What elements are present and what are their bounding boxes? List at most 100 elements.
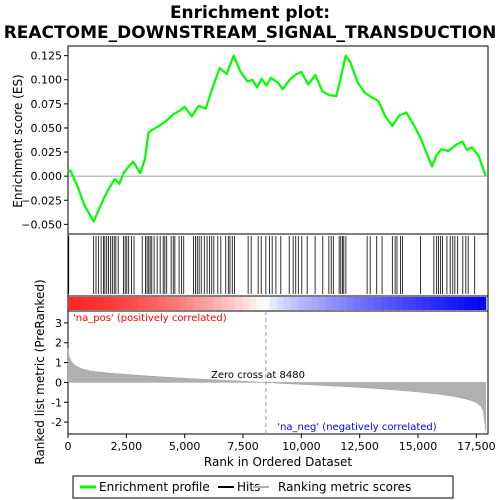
zero-cross-label: Zero cross at 8480 bbox=[211, 370, 305, 381]
correlation-bar-segment bbox=[228, 297, 236, 310]
correlation-bar-segment bbox=[429, 297, 438, 310]
correlation-bar-segment bbox=[123, 297, 132, 310]
correlation-bar-segment bbox=[318, 297, 327, 310]
correlation-bar-segment bbox=[269, 297, 278, 310]
correlation-bar-segment bbox=[193, 297, 201, 310]
correlation-bar-segment bbox=[464, 297, 473, 310]
correlation-bar-segment bbox=[381, 297, 389, 310]
correlation-bar-segment bbox=[88, 297, 97, 310]
chart-title-line2: REACTOME_DOWNSTREAM_SIGNAL_TRANSDUCTION bbox=[4, 23, 497, 43]
correlation-bar-segment bbox=[423, 297, 431, 310]
correlation-bar-segment bbox=[457, 297, 466, 310]
correlation-bar-segment bbox=[297, 297, 306, 310]
correlation-bar-segment bbox=[374, 297, 382, 310]
correlation-bar-segment bbox=[450, 297, 459, 310]
correlation-bar-segment bbox=[346, 297, 355, 310]
es-y-tick-label: −0.050 bbox=[21, 218, 62, 231]
metric-y-axis-label: Ranked list metric (PreRanked) bbox=[33, 279, 47, 464]
correlation-bar-segment bbox=[214, 297, 222, 310]
correlation-bar-segment bbox=[144, 297, 153, 310]
es-y-tick-label: 0.050 bbox=[31, 122, 63, 135]
correlation-bar-segment bbox=[137, 297, 146, 310]
correlation-bar-segment bbox=[221, 297, 229, 310]
correlation-bar-segment bbox=[339, 297, 348, 310]
correlation-bar-segment bbox=[81, 297, 90, 310]
x-tick-label: 2,500 bbox=[111, 440, 143, 453]
correlation-bar-segment bbox=[102, 297, 111, 310]
correlation-bar-segment bbox=[235, 297, 243, 310]
correlation-bar-segment bbox=[151, 297, 160, 310]
metric-y-axis: -2 -1 0 1 2 3 bbox=[51, 317, 68, 429]
correlation-bar-segment bbox=[353, 297, 361, 310]
es-y-tick-label: −0.025 bbox=[21, 194, 62, 207]
correlation-bar-segment bbox=[283, 297, 292, 310]
correlation-bar-segment bbox=[416, 297, 424, 310]
legend-profile-label: Enrichment profile bbox=[99, 480, 210, 494]
metric-y-tick-label: 2 bbox=[55, 337, 62, 350]
chart-title-line1: Enrichment plot: bbox=[170, 3, 330, 23]
es-y-tick-label: 0.000 bbox=[31, 170, 63, 183]
enrichment-profile-line bbox=[67, 54, 487, 223]
correlation-bar-segment bbox=[436, 297, 445, 310]
es-y-tick-label: 0.075 bbox=[31, 98, 63, 111]
correlation-bar-segment bbox=[304, 297, 313, 310]
legend: Enrichment profile Hits Ranking metric s… bbox=[72, 475, 454, 499]
legend-metric-label: Ranking metric scores bbox=[278, 480, 411, 494]
correlation-bar-panel bbox=[67, 295, 489, 312]
correlation-bar-segment bbox=[68, 297, 76, 310]
correlation-bar-segment bbox=[74, 297, 83, 310]
enrichment-profile-path bbox=[67, 54, 487, 223]
es-panel-frame bbox=[67, 45, 489, 235]
correlation-bar-segment bbox=[290, 297, 299, 310]
metric-y-tick-label: 1 bbox=[55, 357, 62, 370]
metric-panel-frame bbox=[67, 310, 489, 435]
correlation-bar-segment bbox=[248, 297, 257, 310]
es-y-axis-label: Enrichment score (ES) bbox=[11, 74, 25, 207]
hits-panel bbox=[67, 233, 489, 297]
es-y-tick-label: 0.025 bbox=[31, 146, 63, 159]
correlation-bar-segment bbox=[165, 297, 174, 310]
correlation-bar-segment bbox=[478, 297, 487, 310]
x-tick-label: 7,500 bbox=[227, 440, 259, 453]
x-tick-label: 17,500 bbox=[457, 440, 496, 453]
correlation-bar-segment bbox=[172, 297, 180, 310]
pos-label: 'na_pos' (positively correlated) bbox=[73, 313, 227, 324]
x-axis: 0 2,500 5,000 7,500 10,000 12,500 15,000 17,500 bbox=[65, 434, 496, 453]
correlation-bar-segment bbox=[242, 297, 250, 310]
es-y-tick-label: 0.125 bbox=[31, 50, 63, 63]
correlation-bar-segment bbox=[200, 297, 208, 310]
correlation-bar-segment bbox=[130, 297, 139, 310]
x-tick-label: 15,000 bbox=[399, 440, 438, 453]
metric-y-tick-label: -1 bbox=[51, 396, 62, 409]
neg-label: 'na_neg' (negatively correlated) bbox=[277, 422, 436, 433]
es-y-tick-label: 0.100 bbox=[31, 74, 63, 87]
correlation-bar-segment bbox=[311, 297, 320, 310]
metric-y-tick-label: 3 bbox=[55, 317, 62, 330]
correlation-bar-segment bbox=[402, 297, 410, 310]
metric-panel: -2 -1 0 1 2 3 'na_pos' (positively correlated… bbox=[51, 310, 489, 435]
correlation-bar-segment bbox=[409, 297, 417, 310]
correlation-bar-segment bbox=[116, 297, 125, 310]
x-tick-label: 10,000 bbox=[282, 440, 321, 453]
correlation-bar-segment bbox=[179, 297, 187, 310]
legend-hits-label: Hits bbox=[237, 480, 260, 494]
x-axis-label: Rank in Ordered Dataset bbox=[204, 455, 352, 469]
correlation-bar-segment bbox=[395, 297, 403, 310]
correlation-bar-segment bbox=[158, 297, 167, 310]
hit-marks bbox=[68, 236, 476, 294]
metric-y-tick-label: -2 bbox=[51, 416, 62, 429]
correlation-bar-segment bbox=[325, 297, 334, 310]
correlation-bar-segment bbox=[276, 297, 285, 310]
ranking-metric-area bbox=[67, 348, 486, 432]
correlation-bar-segment bbox=[207, 297, 215, 310]
correlation-bar-segment bbox=[471, 297, 480, 310]
ranking-metric-shape bbox=[67, 348, 486, 432]
correlation-bar-segment bbox=[332, 297, 341, 310]
correlation-bar-segment bbox=[360, 297, 368, 310]
hits-panel-frame bbox=[67, 233, 489, 297]
correlation-bar-segment bbox=[262, 297, 271, 310]
correlation-bar-segment bbox=[367, 297, 375, 310]
correlation-bar-segment bbox=[95, 297, 104, 310]
metric-y-tick-label: 0 bbox=[55, 376, 62, 389]
